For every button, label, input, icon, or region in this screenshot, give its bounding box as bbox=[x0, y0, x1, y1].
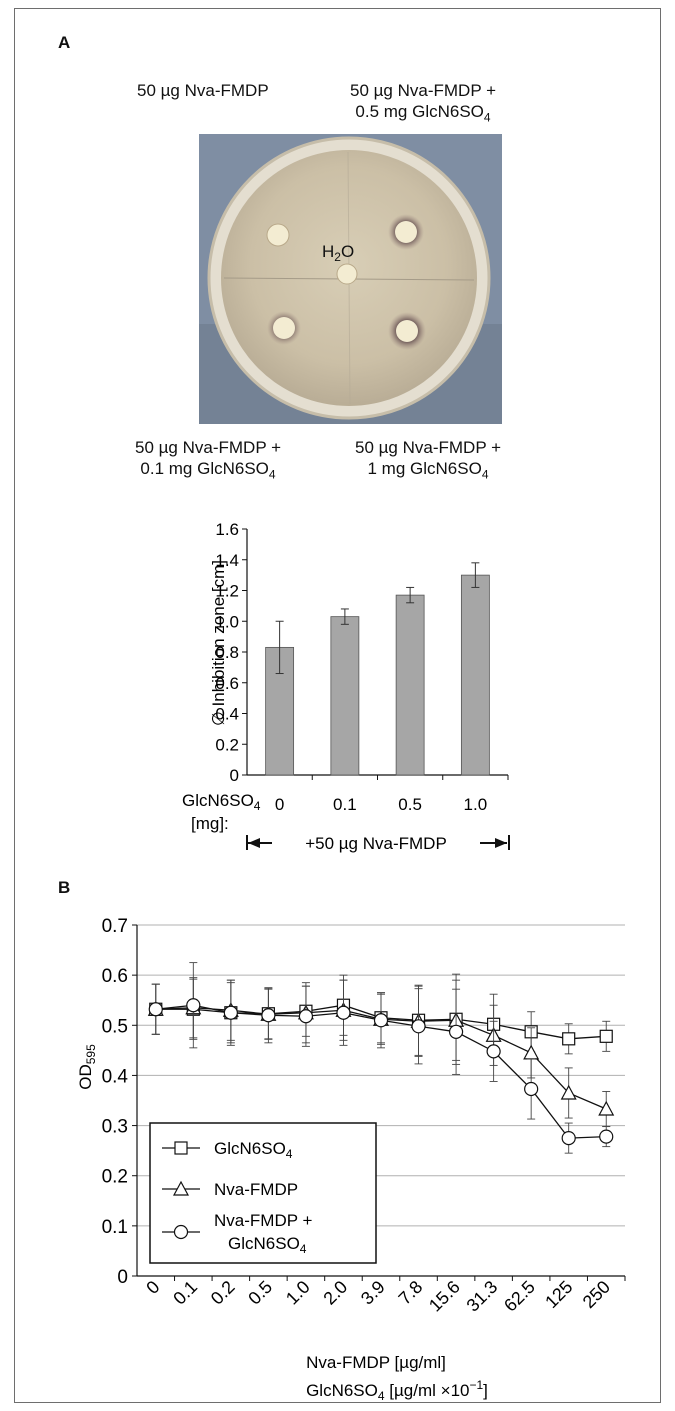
bracket-arrow bbox=[246, 835, 510, 850]
legend-marker-triangle bbox=[172, 1180, 190, 1196]
line-y-tick-label: 0.2 bbox=[102, 1167, 128, 1188]
legend-box: GlcN6SO4 Nva-FMDP Nva-FMDP + GlcN6SO4 bbox=[149, 1122, 377, 1264]
legend-label-combo-line1: Nva-FMDP + bbox=[214, 1211, 312, 1230]
data-point bbox=[524, 1081, 539, 1097]
bar-y-tick-label: 1.2 bbox=[215, 582, 239, 601]
line-x-tick-label: 125 bbox=[541, 1277, 576, 1312]
data-point bbox=[598, 1100, 615, 1116]
line-y-tick-label: 0.4 bbox=[102, 1066, 129, 1087]
bar-y-axis-label: ∅ Inhibition zone [cm] bbox=[209, 560, 228, 726]
plate-center-label: H2O bbox=[322, 242, 354, 264]
bar bbox=[460, 574, 490, 776]
line-x-axis-label-2: GlcN6SO4 [µg/ml ×10−1] bbox=[306, 1378, 488, 1403]
glcn-row-label-line1: GlcN6SO4 bbox=[182, 791, 261, 813]
data-point bbox=[448, 1024, 464, 1039]
bar-y-tick-label: 0.2 bbox=[215, 735, 239, 754]
line-x-axis-label-1: Nva-FMDP [µg/ml] bbox=[306, 1353, 446, 1372]
line-x-tick-label: 1.0 bbox=[282, 1277, 314, 1309]
bar-y-tick-label: 1.6 bbox=[215, 520, 239, 539]
series-circle bbox=[148, 962, 614, 1154]
line-x-tick-label: 3.9 bbox=[357, 1277, 389, 1309]
bar-y-tick-label: 1.0 bbox=[215, 612, 239, 631]
bar-x-tick-label: 0.5 bbox=[398, 795, 422, 814]
bar-y-tick-label: 0.8 bbox=[215, 643, 239, 662]
bar-y-tick-label: 0.4 bbox=[215, 705, 239, 724]
panel-a-letter: A bbox=[58, 33, 71, 52]
glcn-row-label-line2: [mg]: bbox=[191, 814, 229, 833]
data-point bbox=[599, 1029, 613, 1043]
bar-y-tick-label: 0 bbox=[230, 766, 239, 785]
bracket-label: +50 µg Nva-FMDP bbox=[305, 834, 447, 853]
line-x-tick-label: 0 bbox=[142, 1277, 163, 1298]
legend-label-combo-line2: GlcN6SO4 bbox=[228, 1234, 307, 1256]
line-y-tick-label: 0 bbox=[117, 1267, 128, 1288]
line-x-tick-label: 15.6 bbox=[425, 1277, 464, 1316]
legend-marker-square bbox=[174, 1141, 188, 1155]
data-point bbox=[336, 1005, 351, 1020]
panel-b-letter: B bbox=[58, 878, 71, 897]
bar-y-tick-label: 1.4 bbox=[215, 551, 239, 570]
data-point bbox=[261, 1008, 276, 1023]
line-y-axis-label: OD595 bbox=[76, 1044, 98, 1090]
line-y-tick-label: 0.3 bbox=[102, 1117, 128, 1138]
data-point bbox=[148, 1002, 163, 1017]
plate-label-bottom-right: 50 µg Nva-FMDP + 1 mg GlcN6SO4 bbox=[355, 438, 502, 482]
line-x-tick-label: 7.8 bbox=[395, 1277, 427, 1309]
bar-y-tick-label: 0.6 bbox=[215, 674, 239, 693]
inhibition-bar-chart: 0 0.2 0.4 0.6 0.8 1.0 1.2 1.4 1.6 0 0.1 0.5 1.0 ∅ In… bbox=[182, 520, 510, 853]
line-y-tick-label: 0.7 bbox=[102, 916, 128, 937]
line-x-tick-label: 62.5 bbox=[500, 1277, 539, 1316]
data-point bbox=[523, 1044, 540, 1060]
line-x-tick-label: 2.0 bbox=[319, 1277, 351, 1309]
bar-x-tick-label: 1.0 bbox=[464, 795, 488, 814]
line-x-tick-label: 250 bbox=[579, 1277, 614, 1312]
line-y-tick-label: 0.5 bbox=[102, 1016, 128, 1037]
plate-label-top-right: 50 µg Nva-FMDP + 0.5 mg GlcN6SO4 bbox=[350, 81, 497, 125]
bar-x-tick-label: 0.1 bbox=[333, 795, 357, 814]
plate-label-bottom-left: 50 µg Nva-FMDP + 0.1 mg GlcN6SO4 bbox=[135, 438, 282, 482]
data-point bbox=[373, 1013, 389, 1028]
data-point bbox=[223, 1005, 238, 1020]
agar-plate-photo: H2O bbox=[199, 134, 502, 424]
bar bbox=[330, 616, 360, 776]
data-point bbox=[186, 998, 201, 1013]
bar-x-tick-label: 0 bbox=[275, 795, 284, 814]
figure-frame bbox=[14, 8, 661, 1403]
legend-marker-circle bbox=[173, 1224, 189, 1240]
data-point bbox=[486, 1044, 501, 1059]
plate-label-top-left: 50 µg Nva-FMDP bbox=[137, 81, 269, 100]
line-y-tick-label: 0.6 bbox=[102, 966, 128, 987]
data-point bbox=[562, 1032, 576, 1046]
data-point bbox=[298, 1009, 314, 1024]
data-point bbox=[561, 1131, 576, 1146]
data-point bbox=[560, 1084, 577, 1100]
data-point bbox=[599, 1129, 614, 1144]
legend-label-glcn6so4: GlcN6SO4 bbox=[214, 1139, 293, 1161]
line-x-tick-label: 0.5 bbox=[244, 1277, 276, 1309]
data-point bbox=[411, 1019, 426, 1034]
line-y-tick-label: 0.1 bbox=[102, 1217, 128, 1238]
legend-label-nva-fmdp: Nva-FMDP bbox=[214, 1180, 298, 1199]
line-x-tick-label: 0.1 bbox=[169, 1277, 201, 1309]
line-x-tick-label: 31.3 bbox=[463, 1277, 502, 1316]
line-x-tick-label: 0.2 bbox=[207, 1277, 239, 1309]
